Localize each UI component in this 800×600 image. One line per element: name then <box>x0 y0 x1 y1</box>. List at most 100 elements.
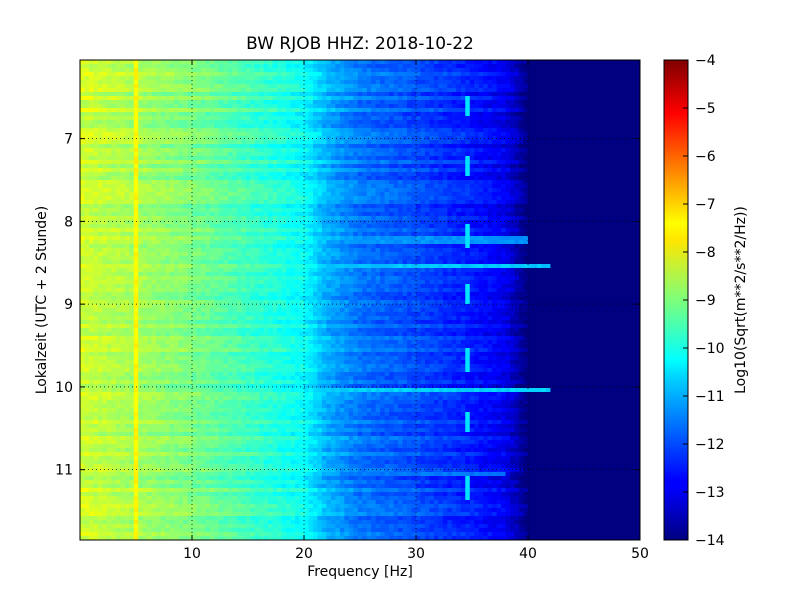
heatmap-cell <box>456 84 462 89</box>
heatmap-cell <box>227 188 233 193</box>
heatmap-cell <box>250 92 256 97</box>
heatmap-cell <box>93 76 99 81</box>
heatmap-cell <box>236 68 242 73</box>
heatmap-cell <box>259 100 265 105</box>
heatmap-cell <box>590 176 596 181</box>
heatmap-cell <box>393 160 399 165</box>
heatmap-cell <box>299 188 305 193</box>
heatmap-cell <box>398 184 403 189</box>
heatmap-cell <box>317 168 323 173</box>
heatmap-cell <box>420 144 426 149</box>
heatmap-cell <box>568 88 574 93</box>
heatmap-cell <box>111 104 117 109</box>
heatmap-cell <box>577 124 583 129</box>
heatmap-cell <box>138 176 144 181</box>
heatmap-cell <box>304 216 309 221</box>
heatmap-cell <box>353 180 359 185</box>
heatmap-cell <box>424 80 430 85</box>
heatmap-cell <box>465 80 471 85</box>
heatmap-cell <box>115 196 121 201</box>
heatmap-cell <box>429 116 435 121</box>
heatmap-cell <box>147 100 153 105</box>
heatmap-cell <box>563 132 569 137</box>
heatmap-cell <box>339 184 345 189</box>
heatmap-cell <box>308 156 314 161</box>
heatmap-cell <box>281 180 287 185</box>
heatmap-cell <box>295 164 300 169</box>
heatmap-cell <box>286 204 291 209</box>
heatmap-cell <box>160 96 166 101</box>
heatmap-cell <box>156 80 162 85</box>
heatmap-cell <box>501 116 506 121</box>
heatmap-cell <box>133 168 139 173</box>
heatmap-cell <box>312 196 318 201</box>
heatmap-cell <box>474 152 480 157</box>
heatmap-cell <box>299 76 305 81</box>
heatmap-cell <box>263 160 269 165</box>
heatmap-cell <box>375 120 381 125</box>
heatmap-cell <box>429 112 435 117</box>
heatmap-cell <box>438 124 444 129</box>
heatmap-cell <box>554 164 560 169</box>
heatmap-cell <box>209 136 215 141</box>
heatmap-cell <box>97 172 103 177</box>
heatmap-cell <box>183 176 188 181</box>
heatmap-cell <box>348 140 354 145</box>
heatmap-cell <box>290 80 296 85</box>
heatmap-cell <box>599 84 605 89</box>
heatmap-cell <box>160 172 166 177</box>
heatmap-cell <box>483 212 489 217</box>
heatmap-cell <box>304 164 309 169</box>
heatmap-cell <box>586 192 592 197</box>
heatmap-cell <box>272 164 278 169</box>
heatmap-cell <box>326 116 332 121</box>
heatmap-cell <box>129 96 135 101</box>
heatmap-cell <box>420 196 426 201</box>
heatmap-cell <box>156 76 162 81</box>
heatmap-cell <box>514 212 520 217</box>
heatmap-cell <box>321 152 327 157</box>
heatmap-cell <box>626 144 632 149</box>
heatmap-cell <box>416 96 421 101</box>
heatmap-cell <box>617 96 623 101</box>
heatmap-cell <box>84 156 90 161</box>
heatmap-cell <box>635 76 640 81</box>
heatmap-cell <box>169 164 175 169</box>
heatmap-cell <box>438 204 444 209</box>
heatmap-cell <box>456 152 462 157</box>
heatmap-cell <box>214 92 220 97</box>
heatmap-cell <box>536 100 542 105</box>
heatmap-cell <box>460 116 466 121</box>
heatmap-cell <box>286 132 291 137</box>
heatmap-cell <box>411 188 417 193</box>
heatmap-cell <box>442 128 448 133</box>
heatmap-cell <box>286 84 291 89</box>
heatmap-cell <box>483 140 489 145</box>
heatmap-cell <box>528 176 533 181</box>
heatmap-cell <box>250 136 256 141</box>
heatmap-cell <box>559 148 565 153</box>
heatmap-cell <box>599 136 605 141</box>
heatmap-cell <box>389 204 394 209</box>
heatmap-cell <box>281 76 287 81</box>
heatmap-cell <box>205 100 211 105</box>
heatmap-cell <box>375 84 381 89</box>
heatmap-cell <box>554 76 560 81</box>
heatmap-cell <box>362 104 368 109</box>
heatmap-cell <box>416 120 421 125</box>
heatmap-cell <box>541 72 547 77</box>
heatmap-cell <box>608 200 614 205</box>
heatmap-cell <box>281 172 287 177</box>
heatmap-cell <box>604 216 610 221</box>
heatmap-cell <box>299 160 305 165</box>
heatmap-cell <box>84 212 90 217</box>
heatmap-cell <box>183 208 188 213</box>
heatmap-cell <box>581 156 587 161</box>
heatmap-cell <box>487 216 493 221</box>
heatmap-cell <box>586 176 592 181</box>
heatmap-cell <box>590 96 596 101</box>
heatmap-cell <box>402 112 408 117</box>
heatmap-cell <box>348 216 354 221</box>
heatmap-cell <box>232 104 238 109</box>
heatmap-cell <box>348 132 354 137</box>
